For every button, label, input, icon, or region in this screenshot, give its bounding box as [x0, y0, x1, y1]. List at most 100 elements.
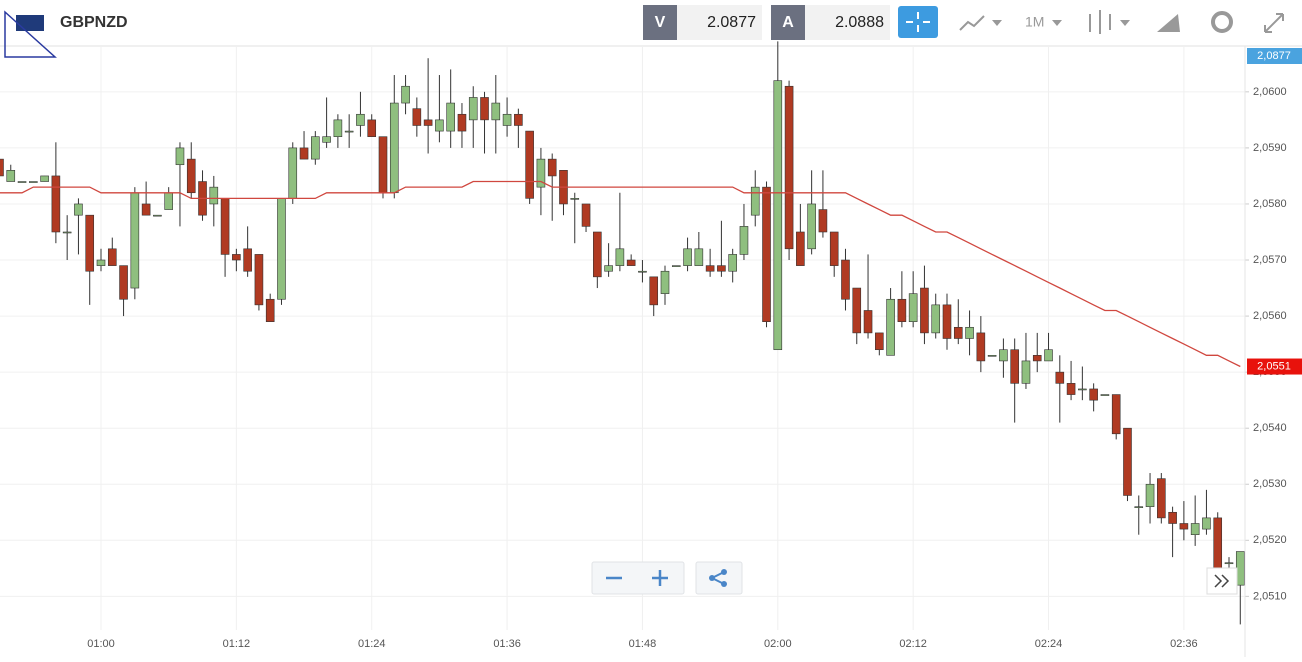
- candle-body: [367, 119, 377, 137]
- sell-button[interactable]: [643, 5, 677, 40]
- candle-body: [1066, 383, 1076, 395]
- ma-badge: [1247, 358, 1302, 375]
- candle-body: [547, 158, 557, 177]
- candle-body: [1213, 517, 1223, 569]
- sell-label: V: [655, 14, 666, 31]
- x-tick-label: 01:36: [493, 638, 521, 650]
- candle-body: [446, 102, 455, 132]
- scroll-icon: [1214, 574, 1230, 588]
- candle-body: [468, 97, 478, 121]
- draw-icon[interactable]: [1157, 14, 1180, 32]
- candle-body: [999, 349, 1008, 362]
- ma-label: 2,0551: [1257, 360, 1291, 372]
- candle-body: [74, 203, 83, 216]
- symbol: GBPNZD: [60, 14, 128, 31]
- y-tick-label: 2,0600: [1253, 86, 1287, 98]
- candle-body: [750, 186, 760, 216]
- candle-body: [514, 113, 523, 126]
- candle-body: [638, 270, 647, 273]
- chart-type-icon[interactable]: [959, 15, 985, 31]
- dropdown-arrow: [1052, 20, 1062, 26]
- candle-body: [1179, 523, 1189, 530]
- candle-icon[interactable]: [1089, 10, 1111, 34]
- candle-body: [480, 97, 489, 121]
- candle-body: [107, 248, 117, 266]
- candle-body: [0, 158, 4, 177]
- candle-body: [265, 298, 275, 322]
- candle-body: [829, 231, 839, 266]
- x-tick-label: 01:24: [358, 638, 386, 650]
- candle-body: [1044, 349, 1053, 362]
- candle-body: [502, 113, 512, 126]
- candle-body: [1134, 506, 1144, 508]
- candle-body: [186, 158, 196, 194]
- candle-body: [96, 259, 106, 266]
- candle-body: [717, 265, 726, 272]
- candle-body: [863, 310, 873, 334]
- moving-average: [0, 180, 1241, 368]
- candle-body: [976, 332, 986, 362]
- buy-price-box[interactable]: [805, 5, 890, 40]
- candle-body: [908, 293, 918, 322]
- candle-body: [920, 287, 929, 334]
- crosshair-icon: [906, 12, 930, 32]
- candle-body: [299, 147, 309, 160]
- candle-body: [705, 265, 715, 272]
- candle-body: [1190, 523, 1200, 536]
- candle-body: [931, 304, 941, 334]
- candle-body: [796, 231, 805, 266]
- candle-body: [254, 254, 264, 306]
- zoom-box: [591, 561, 685, 595]
- candle-body: [536, 158, 546, 188]
- candle-body: [412, 108, 422, 126]
- candle-body: [1055, 371, 1065, 384]
- candle-body: [965, 326, 974, 339]
- y-tick-label: 2,0580: [1253, 198, 1287, 210]
- candle-body: [649, 276, 659, 306]
- candle-body: [570, 198, 580, 200]
- candle-body: [604, 265, 613, 272]
- candle-body: [141, 203, 151, 216]
- candle-body: [841, 259, 850, 300]
- candle-body: [852, 287, 862, 334]
- candle-body: [615, 248, 625, 266]
- settings-icon[interactable]: [1211, 11, 1233, 33]
- candle-body: [1168, 511, 1177, 524]
- candle-body: [1010, 349, 1019, 384]
- x-tick-label: 01:48: [629, 638, 657, 650]
- dropdown-arrow: [1120, 20, 1130, 26]
- candle-body: [818, 209, 828, 233]
- candle-body: [897, 298, 907, 322]
- zoom-in[interactable]: [652, 570, 668, 586]
- dropdown-arrow: [992, 20, 1002, 26]
- expand-icon[interactable]: [1264, 13, 1284, 33]
- candle-body: [784, 85, 794, 250]
- candle-body: [660, 270, 670, 294]
- candle-body: [1123, 427, 1132, 496]
- candle-body: [987, 355, 997, 357]
- y-tick-label: 2,0570: [1253, 254, 1287, 266]
- candle-body: [807, 203, 816, 250]
- candle-body: [119, 265, 128, 300]
- candle-body: [164, 192, 173, 210]
- timeframe[interactable]: 1M: [1025, 14, 1044, 30]
- candle-body: [333, 119, 343, 137]
- candle-body: [1111, 394, 1121, 435]
- buy-button[interactable]: [771, 5, 805, 40]
- candle-body: [401, 85, 410, 104]
- y-tick-label: 2,0590: [1253, 142, 1287, 154]
- sell-price-box[interactable]: [677, 5, 762, 40]
- candle-body: [694, 248, 704, 266]
- sell-price: 2.0877: [707, 14, 756, 31]
- corner-icon: [4, 10, 57, 58]
- share-dot: [721, 581, 727, 587]
- crosshair-button[interactable]: [898, 6, 938, 38]
- candle-body: [153, 214, 162, 217]
- candle-body: [1202, 517, 1211, 530]
- candle-body: [389, 102, 399, 194]
- candle-body: [683, 248, 692, 266]
- candle-body: [1224, 562, 1234, 565]
- candle-body: [209, 186, 219, 205]
- candle-body: [1021, 360, 1031, 384]
